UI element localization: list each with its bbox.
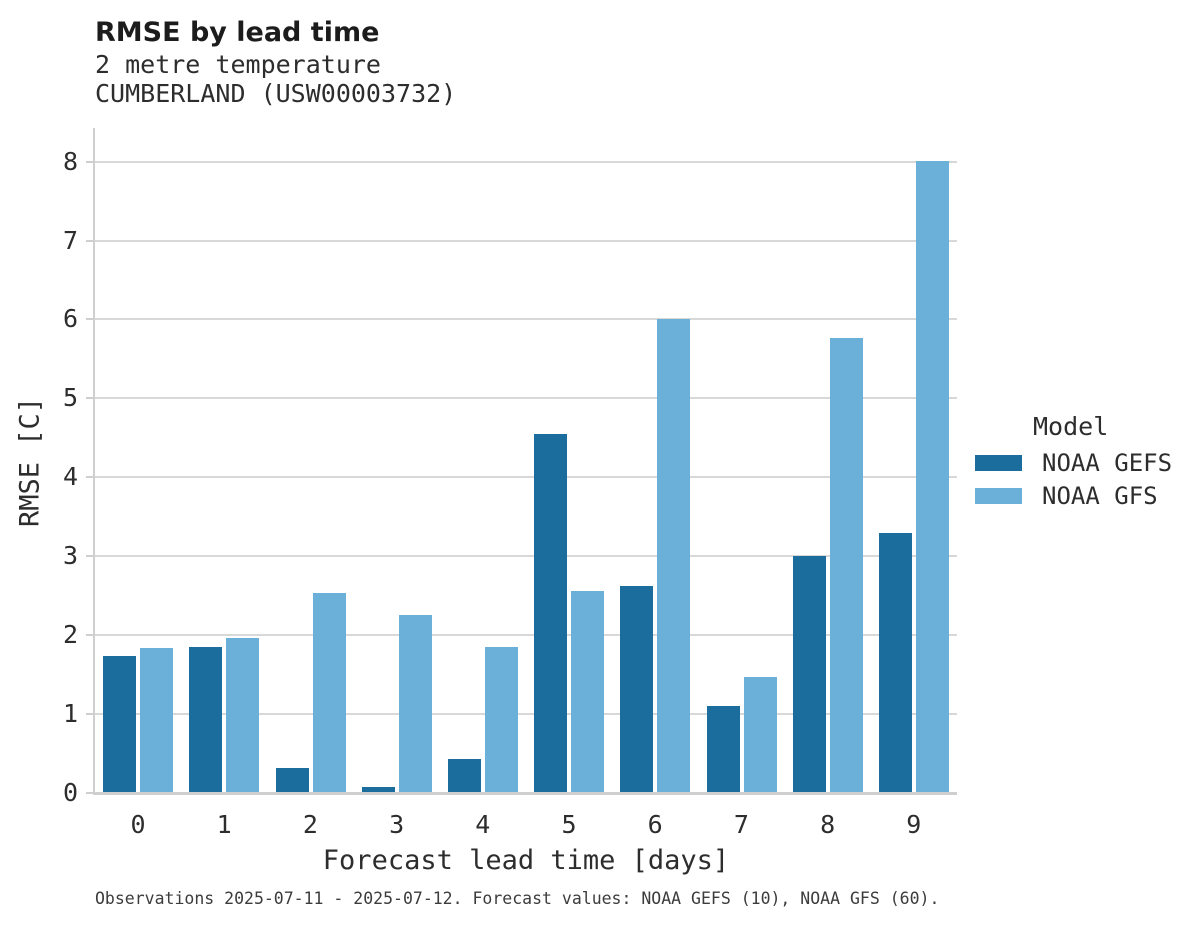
bar-noaa-gefs-lead-5 <box>534 433 568 793</box>
legend-swatch-icon <box>975 455 1022 471</box>
y-axis-spine <box>93 128 95 795</box>
x-axis-title: Forecast lead time [days] <box>322 845 730 876</box>
bar-noaa-gfs-lead-1 <box>226 638 260 793</box>
chart-subtitle-variable: 2 metre temperature <box>95 50 381 79</box>
legend: Model NOAA GEFS NOAA GFS <box>975 412 1190 517</box>
y-tick-mark-8 <box>86 160 93 163</box>
x-tick-label-7: 7 <box>733 810 749 839</box>
bar-noaa-gefs-lead-8 <box>792 556 826 793</box>
x-tick-label-9: 9 <box>906 810 922 839</box>
legend-label: NOAA GEFS <box>1042 449 1173 477</box>
x-tick-label-2: 2 <box>302 810 318 839</box>
y-tick-mark-1 <box>86 713 93 716</box>
legend-item-noaa-gfs: NOAA GFS <box>975 482 1190 510</box>
bar-noaa-gfs-lead-5 <box>571 590 605 793</box>
x-tick-label-1: 1 <box>216 810 232 839</box>
bar-noaa-gfs-lead-7 <box>743 676 777 793</box>
legend-item-noaa-gefs: NOAA GEFS <box>975 449 1190 477</box>
gridline-y-6 <box>95 318 957 321</box>
gridline-y-7 <box>95 239 957 242</box>
y-tick-label-0: 0 <box>62 778 78 807</box>
plot-area <box>86 128 957 795</box>
bar-noaa-gfs-lead-9 <box>915 160 949 793</box>
chart-subtitle-station: CUMBERLAND (USW00003732) <box>95 79 457 108</box>
bar-noaa-gfs-lead-3 <box>398 615 432 793</box>
x-tick-label-0: 0 <box>130 810 146 839</box>
bar-noaa-gfs-lead-2 <box>312 592 346 793</box>
y-tick-label-4: 4 <box>62 462 78 492</box>
chart-title: RMSE by lead time <box>95 17 380 48</box>
y-tick-label-7: 7 <box>62 225 78 255</box>
y-axis-title: RMSE [C] <box>14 396 46 528</box>
bar-noaa-gefs-lead-0 <box>103 656 137 793</box>
y-tick-label-1: 1 <box>62 699 78 729</box>
x-tick-label-5: 5 <box>561 810 577 839</box>
y-tick-label-2: 2 <box>62 620 78 650</box>
chart-header: RMSE by lead time 2 metre temperature CU… <box>95 16 456 108</box>
y-tick-label-5: 5 <box>62 383 78 413</box>
x-axis-line <box>95 792 957 795</box>
bar-noaa-gfs-lead-8 <box>829 338 863 793</box>
x-tick-label-8: 8 <box>820 810 836 839</box>
y-tick-mark-3 <box>86 555 93 558</box>
bar-noaa-gefs-lead-6 <box>620 586 654 793</box>
y-tick-mark-5 <box>86 397 93 400</box>
bar-noaa-gefs-lead-4 <box>447 759 481 793</box>
gridline-y-4 <box>95 476 957 479</box>
gridline-y-3 <box>95 555 957 558</box>
y-tick-mark-7 <box>86 239 93 242</box>
bar-noaa-gfs-lead-6 <box>657 318 691 793</box>
legend-label: NOAA GFS <box>1042 482 1158 510</box>
bar-noaa-gefs-lead-9 <box>878 533 912 793</box>
y-tick-label-3: 3 <box>62 541 78 571</box>
y-tick-mark-4 <box>86 476 93 479</box>
legend-title: Model <box>1033 412 1109 441</box>
y-tick-label-8: 8 <box>62 146 78 176</box>
y-tick-mark-0 <box>86 792 93 794</box>
y-tick-mark-2 <box>86 634 93 637</box>
gridline-y-8 <box>95 160 957 163</box>
bar-noaa-gefs-lead-1 <box>189 646 223 793</box>
x-tick-label-6: 6 <box>647 810 663 839</box>
y-tick-mark-6 <box>86 318 93 321</box>
gridline-y-5 <box>95 397 957 400</box>
bar-noaa-gefs-lead-2 <box>275 767 309 793</box>
y-tick-label-6: 6 <box>62 304 78 334</box>
bar-noaa-gefs-lead-7 <box>706 706 740 793</box>
bar-noaa-gfs-lead-4 <box>484 646 518 793</box>
x-tick-label-4: 4 <box>475 810 491 839</box>
gridline-y-1 <box>95 713 957 716</box>
gridline-y-2 <box>95 634 957 637</box>
x-tick-label-3: 3 <box>389 810 405 839</box>
legend-swatch-icon <box>975 488 1022 504</box>
footer-caption: Observations 2025-07-11 - 2025-07-12. Fo… <box>95 889 940 908</box>
bar-noaa-gefs-lead-3 <box>361 786 395 793</box>
bar-noaa-gfs-lead-0 <box>140 647 174 793</box>
